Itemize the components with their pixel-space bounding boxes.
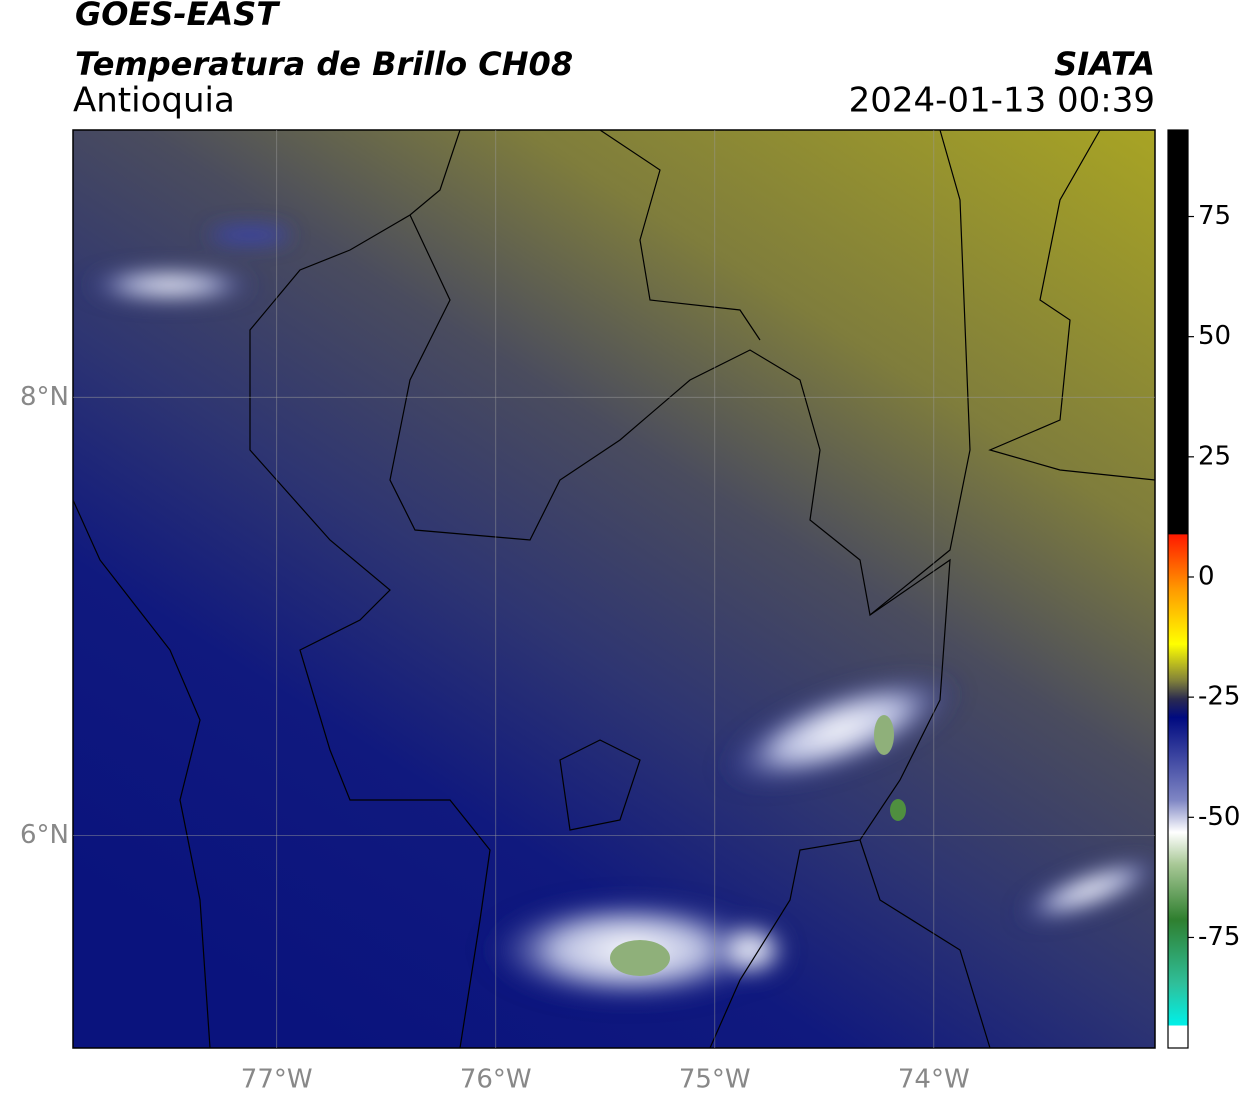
- x-tick-label: 74°W: [898, 1065, 970, 1095]
- region: Antioquia: [73, 81, 235, 121]
- colorbar-tick-label: 75: [1198, 201, 1231, 231]
- colorbar: [1167, 129, 1189, 1049]
- map-frame: [72, 129, 1156, 1049]
- x-tick-label: 77°W: [241, 1065, 313, 1095]
- y-tick-label: 6°N: [20, 820, 69, 850]
- colorbar-tick-label: 50: [1198, 321, 1231, 351]
- colorbar-tick-label: -75: [1198, 922, 1240, 952]
- colorbar-tick-label: 0: [1198, 561, 1215, 591]
- x-tick-label: 76°W: [460, 1065, 532, 1095]
- colorbar-tick-label: -50: [1198, 802, 1240, 832]
- subtitle: Temperatura de Brillo CH08: [75, 45, 573, 83]
- colorbar-tick-label: -25: [1198, 682, 1240, 712]
- datetime: 2024-01-13 00:39: [849, 81, 1155, 121]
- source: SIATA: [1054, 45, 1155, 83]
- y-tick-label: 8°N: [20, 382, 69, 412]
- x-tick-label: 75°W: [679, 1065, 751, 1095]
- map-image: [73, 130, 1155, 1048]
- colorbar-tick-label: 25: [1198, 441, 1231, 471]
- title: GOES-EAST: [75, 0, 280, 33]
